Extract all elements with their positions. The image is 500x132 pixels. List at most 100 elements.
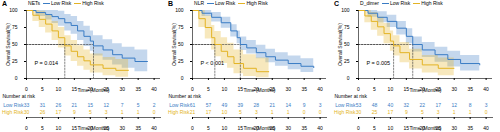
svg-text:0: 0 bbox=[25, 86, 28, 92]
svg-text:0: 0 bbox=[25, 125, 28, 131]
svg-text:100: 100 bbox=[175, 7, 184, 13]
svg-text:100: 100 bbox=[9, 7, 18, 13]
svg-text:5: 5 bbox=[421, 109, 424, 115]
svg-text:21: 21 bbox=[269, 102, 275, 108]
svg-text:17: 17 bbox=[435, 102, 441, 108]
svg-text:35: 35 bbox=[301, 86, 307, 92]
svg-text:35: 35 bbox=[467, 86, 473, 92]
svg-text:40: 40 bbox=[151, 86, 157, 92]
svg-text:0: 0 bbox=[347, 75, 350, 81]
svg-text:8: 8 bbox=[469, 102, 472, 108]
svg-text:Time (Months): Time (Months) bbox=[409, 87, 441, 93]
svg-text:61: 61 bbox=[190, 102, 196, 108]
svg-text:48: 48 bbox=[372, 102, 378, 108]
svg-text:40: 40 bbox=[317, 86, 323, 92]
svg-text:Time (Months): Time (Months) bbox=[409, 125, 441, 131]
svg-text:5: 5 bbox=[41, 86, 44, 92]
svg-text:17: 17 bbox=[388, 109, 394, 115]
svg-text:32: 32 bbox=[404, 102, 410, 108]
svg-text:0: 0 bbox=[191, 125, 194, 131]
svg-text:5: 5 bbox=[137, 102, 140, 108]
svg-text:26: 26 bbox=[40, 109, 46, 115]
svg-text:1: 1 bbox=[137, 109, 140, 115]
svg-text:10: 10 bbox=[222, 86, 228, 92]
svg-text:35: 35 bbox=[301, 125, 307, 131]
svg-text:12: 12 bbox=[451, 102, 457, 108]
svg-text:0: 0 bbox=[485, 109, 488, 115]
svg-text:25: 25 bbox=[372, 109, 378, 115]
svg-text:3: 3 bbox=[437, 109, 440, 115]
svg-text:25: 25 bbox=[12, 58, 18, 64]
svg-text:100: 100 bbox=[341, 7, 350, 13]
svg-text:40: 40 bbox=[151, 125, 157, 131]
svg-text:30: 30 bbox=[119, 125, 125, 131]
svg-text:28: 28 bbox=[254, 102, 260, 108]
svg-text:0: 0 bbox=[357, 86, 360, 92]
svg-text:3: 3 bbox=[319, 102, 322, 108]
svg-text:Time (Months): Time (Months) bbox=[77, 125, 109, 131]
svg-text:33: 33 bbox=[24, 102, 30, 108]
svg-text:5: 5 bbox=[373, 125, 376, 131]
svg-text:35: 35 bbox=[135, 125, 141, 131]
svg-text:75: 75 bbox=[178, 24, 184, 30]
svg-text:31: 31 bbox=[40, 102, 46, 108]
svg-text:10: 10 bbox=[222, 109, 228, 115]
svg-text:30: 30 bbox=[451, 86, 457, 92]
svg-text:P = 0.005: P = 0.005 bbox=[367, 60, 391, 66]
svg-text:10: 10 bbox=[56, 86, 62, 92]
svg-text:50: 50 bbox=[344, 41, 350, 47]
svg-text:3: 3 bbox=[255, 109, 258, 115]
svg-text:39: 39 bbox=[238, 102, 244, 108]
svg-text:P = 0.014: P = 0.014 bbox=[35, 60, 59, 66]
svg-text:5: 5 bbox=[207, 86, 210, 92]
svg-text:10: 10 bbox=[56, 125, 62, 131]
svg-text:35: 35 bbox=[467, 125, 473, 131]
svg-text:Number at risk: Number at risk bbox=[3, 93, 36, 99]
svg-text:75: 75 bbox=[12, 24, 18, 30]
svg-text:0: 0 bbox=[191, 86, 194, 92]
svg-text:30: 30 bbox=[285, 86, 291, 92]
svg-text:10: 10 bbox=[388, 125, 394, 131]
svg-text:35: 35 bbox=[135, 86, 141, 92]
svg-text:30: 30 bbox=[451, 125, 457, 131]
svg-text:5: 5 bbox=[373, 86, 376, 92]
svg-text:1: 1 bbox=[271, 109, 274, 115]
svg-text:Time (Months): Time (Months) bbox=[77, 87, 109, 93]
svg-text:30: 30 bbox=[119, 86, 125, 92]
svg-text:30: 30 bbox=[356, 109, 362, 115]
svg-text:Overall Survival(%): Overall Survival(%) bbox=[337, 23, 343, 66]
svg-text:Low Risk: Low Risk bbox=[3, 102, 24, 108]
svg-text:15: 15 bbox=[88, 102, 94, 108]
svg-text:10: 10 bbox=[388, 86, 394, 92]
svg-text:40: 40 bbox=[317, 125, 323, 131]
svg-text:30: 30 bbox=[24, 109, 30, 115]
svg-text:21: 21 bbox=[190, 109, 196, 115]
svg-text:14: 14 bbox=[285, 102, 291, 108]
svg-text:9: 9 bbox=[405, 109, 408, 115]
svg-text:5: 5 bbox=[207, 125, 210, 131]
svg-text:3: 3 bbox=[105, 109, 108, 115]
svg-text:5: 5 bbox=[89, 109, 92, 115]
svg-text:50: 50 bbox=[12, 41, 18, 47]
svg-text:57: 57 bbox=[206, 102, 212, 108]
svg-text:0: 0 bbox=[357, 125, 360, 131]
svg-text:5: 5 bbox=[239, 109, 242, 115]
svg-text:50: 50 bbox=[178, 41, 184, 47]
svg-text:17: 17 bbox=[56, 109, 62, 115]
svg-text:5: 5 bbox=[41, 125, 44, 131]
svg-text:30: 30 bbox=[285, 125, 291, 131]
svg-text:10: 10 bbox=[222, 125, 228, 131]
svg-text:Low Risk: Low Risk bbox=[169, 102, 190, 108]
svg-text:0: 0 bbox=[319, 109, 322, 115]
svg-text:40: 40 bbox=[388, 102, 394, 108]
svg-text:40: 40 bbox=[483, 125, 489, 131]
svg-text:Number at risk: Number at risk bbox=[335, 93, 368, 99]
svg-text:1: 1 bbox=[121, 109, 124, 115]
svg-text:Overall Survival(%): Overall Survival(%) bbox=[5, 23, 11, 66]
svg-text:1: 1 bbox=[453, 109, 456, 115]
svg-text:22: 22 bbox=[420, 102, 426, 108]
svg-text:75: 75 bbox=[344, 24, 350, 30]
svg-text:25: 25 bbox=[178, 58, 184, 64]
svg-text:3: 3 bbox=[485, 102, 488, 108]
svg-text:High Risk: High Risk bbox=[2, 109, 24, 115]
